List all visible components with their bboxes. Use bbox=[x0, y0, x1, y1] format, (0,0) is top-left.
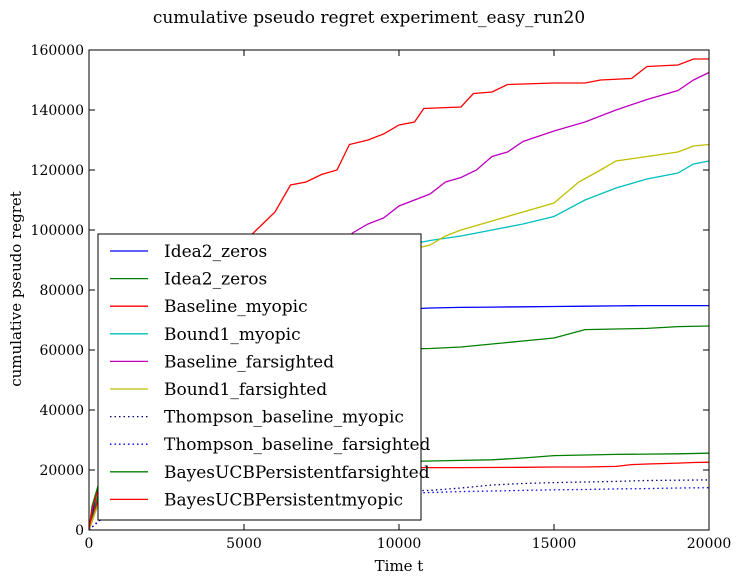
legend-label: Bound1_myopic bbox=[164, 325, 301, 345]
y-tick-label: 160000 bbox=[31, 43, 84, 59]
legend-label: BayesUCBPersistentmyopic bbox=[164, 490, 403, 510]
chart-title: cumulative pseudo regret experiment_easy… bbox=[152, 8, 586, 28]
legend-label: Thompson_baseline_farsighted bbox=[164, 435, 431, 455]
x-tick-label: 20000 bbox=[687, 536, 732, 552]
legend-label: Idea2_zeros bbox=[164, 270, 267, 290]
legend-label: Baseline_farsighted bbox=[164, 352, 334, 372]
y-tick-label: 0 bbox=[75, 523, 84, 539]
y-tick-label: 60000 bbox=[39, 343, 84, 359]
x-axis-label: Time t bbox=[374, 557, 424, 575]
y-tick-label: 80000 bbox=[39, 283, 84, 299]
legend-label: Thompson_baseline_myopic bbox=[164, 408, 404, 428]
y-tick-label: 120000 bbox=[31, 163, 84, 179]
y-tick-label: 140000 bbox=[31, 103, 84, 119]
x-tick-label: 5000 bbox=[226, 536, 262, 552]
x-tick-label: 0 bbox=[85, 536, 94, 552]
y-tick-label: 40000 bbox=[39, 403, 84, 419]
legend-label: Baseline_myopic bbox=[164, 297, 308, 317]
y-axis-label: cumulative pseudo regret bbox=[7, 191, 25, 387]
legend-label: Bound1_farsighted bbox=[164, 380, 327, 400]
y-tick-label: 20000 bbox=[39, 463, 84, 479]
legend-label: Idea2_zeros bbox=[164, 242, 267, 262]
y-tick-label: 100000 bbox=[31, 223, 84, 239]
legend-label: BayesUCBPersistentfarsighted bbox=[164, 463, 430, 483]
x-tick-label: 10000 bbox=[377, 536, 422, 552]
x-tick-label: 15000 bbox=[532, 536, 577, 552]
legend-box bbox=[97, 233, 422, 521]
